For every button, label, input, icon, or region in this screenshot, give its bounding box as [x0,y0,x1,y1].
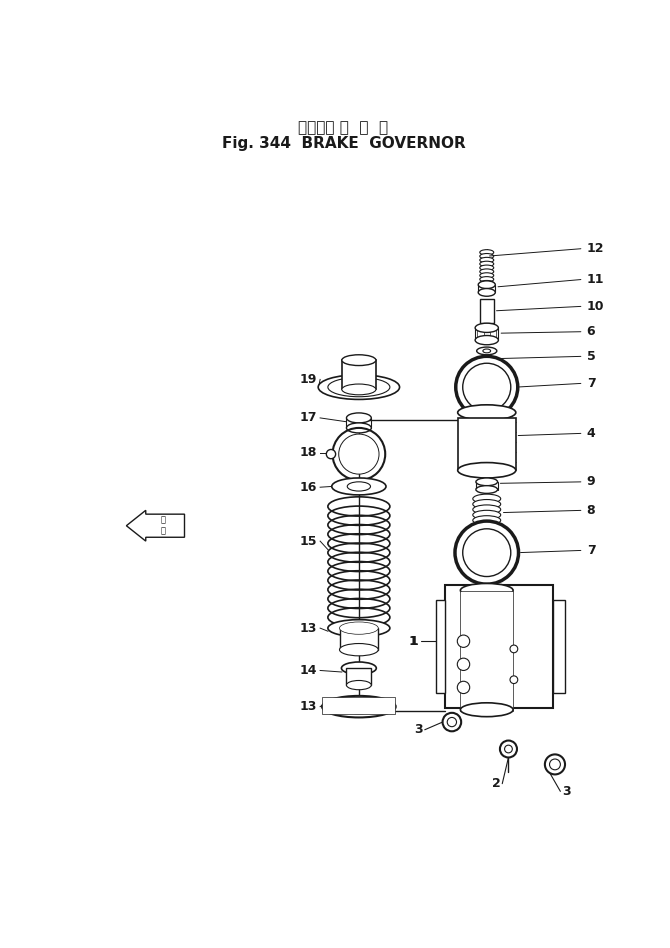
Circle shape [510,645,518,653]
Ellipse shape [456,356,518,418]
Ellipse shape [473,505,500,514]
Text: 4: 4 [587,427,596,440]
Ellipse shape [346,413,371,423]
Ellipse shape [473,521,500,530]
Text: 1: 1 [409,635,418,647]
Ellipse shape [458,463,516,478]
Ellipse shape [480,257,494,263]
Ellipse shape [480,253,494,259]
Ellipse shape [476,347,497,355]
Text: 1: 1 [410,635,419,647]
Ellipse shape [473,510,500,520]
Ellipse shape [328,377,390,396]
Text: 18: 18 [299,447,317,459]
Ellipse shape [478,359,495,364]
Ellipse shape [346,423,371,433]
Text: 7: 7 [587,544,596,556]
Ellipse shape [476,478,498,485]
Circle shape [500,740,517,757]
Text: 16: 16 [299,481,317,494]
Text: 7: 7 [587,376,596,390]
Ellipse shape [480,277,494,282]
Text: 13: 13 [299,622,317,634]
Text: ブレーキ ガ  バ  ナ: ブレーキ ガ バ ナ [298,120,389,136]
Polygon shape [127,510,184,541]
Ellipse shape [483,360,490,363]
Ellipse shape [340,622,379,634]
Text: 3: 3 [562,785,571,798]
Text: 19: 19 [299,373,317,386]
Text: 3: 3 [415,723,423,737]
Text: 方: 方 [160,526,165,536]
Circle shape [458,635,470,647]
Ellipse shape [342,384,376,394]
Bar [480,299,494,323]
Text: 6: 6 [587,325,596,338]
Text: 14: 14 [299,664,317,677]
Ellipse shape [342,662,377,674]
Bar [340,629,379,649]
Bar [436,600,445,693]
Text: Fig. 344  BRAKE  GOVERNOR: Fig. 344 BRAKE GOVERNOR [222,136,465,151]
Ellipse shape [458,405,516,420]
Text: 11: 11 [587,273,604,285]
Text: 17: 17 [299,411,317,425]
Ellipse shape [473,516,500,525]
Ellipse shape [475,336,498,345]
Ellipse shape [480,281,494,286]
Ellipse shape [460,583,513,597]
Text: 9: 9 [587,475,596,488]
Circle shape [458,658,470,670]
Text: 5: 5 [587,350,596,363]
Ellipse shape [340,700,379,714]
Ellipse shape [332,478,386,495]
Ellipse shape [480,273,494,278]
Ellipse shape [322,696,396,718]
Ellipse shape [480,262,494,266]
Ellipse shape [473,500,500,509]
Text: 2: 2 [492,777,500,791]
Text: 13: 13 [299,701,317,713]
Text: 15: 15 [299,535,317,548]
Ellipse shape [473,494,500,503]
Ellipse shape [476,485,498,493]
Ellipse shape [480,249,494,255]
Ellipse shape [480,269,494,274]
Ellipse shape [463,529,511,576]
Ellipse shape [318,374,399,399]
Circle shape [458,682,470,694]
Ellipse shape [480,265,494,270]
Ellipse shape [339,434,379,474]
Bar [322,698,395,715]
Ellipse shape [483,349,490,353]
Circle shape [326,449,336,459]
Circle shape [443,713,461,731]
Ellipse shape [475,323,498,333]
Ellipse shape [340,644,379,656]
Text: 8: 8 [587,503,596,517]
Bar [342,360,376,390]
Ellipse shape [342,355,376,366]
Bar [553,600,565,693]
Ellipse shape [455,521,519,584]
Text: 前: 前 [160,516,165,525]
Bar [458,418,516,470]
Ellipse shape [478,281,495,288]
Ellipse shape [460,702,513,717]
Ellipse shape [346,681,371,690]
Text: 12: 12 [587,242,604,255]
Ellipse shape [478,288,495,297]
Text: 10: 10 [587,300,604,313]
Circle shape [510,676,518,684]
Ellipse shape [347,482,371,491]
Ellipse shape [463,363,511,411]
Circle shape [545,755,565,775]
Bar [460,592,513,710]
Bar [346,668,371,685]
Ellipse shape [328,620,390,637]
Bar [445,585,553,708]
